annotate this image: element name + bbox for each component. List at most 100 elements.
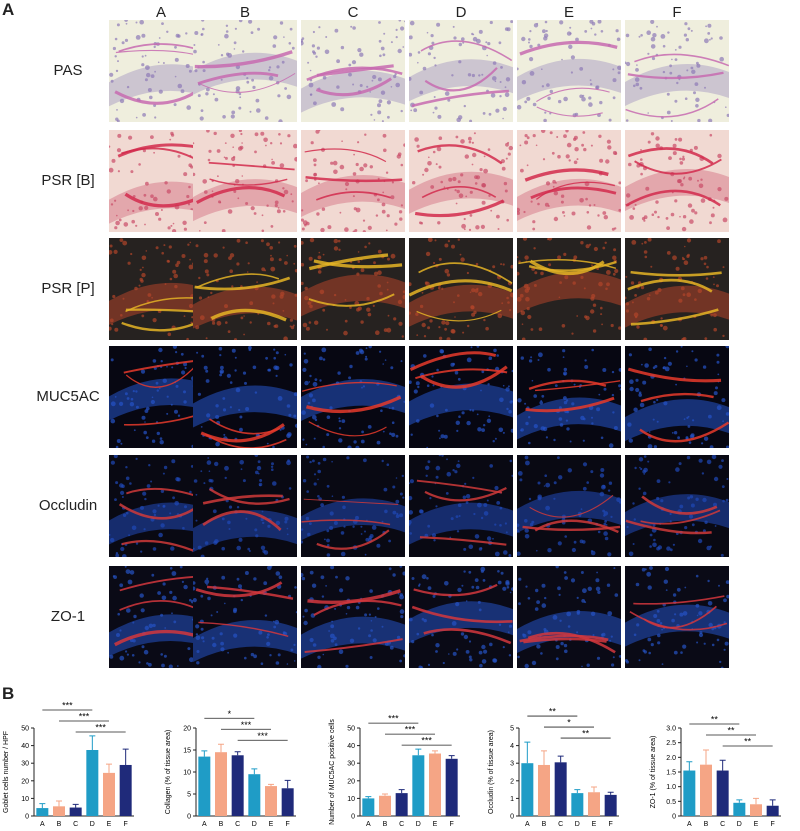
bar-a [362,798,375,816]
x-tick-label-a: A [687,821,692,828]
micrograph-0-e [517,20,621,122]
y-tick-label: 2.5 [666,740,676,747]
y-tick-label: 5 [187,792,191,799]
y-tick-label: 0 [510,814,514,821]
bar-e [265,786,277,816]
y-axis-label: Goblet cells number / HPF [3,731,10,813]
x-tick-label-f: F [771,821,775,828]
x-tick-label-b: B [219,821,224,828]
y-tick-label: 10 [183,770,191,777]
y-axis-label: Collagen (% of tissue area) [165,730,172,814]
bar-c [231,755,244,816]
bar-b [538,764,550,816]
error-bar-a [365,796,372,799]
micrograph-0-f [625,20,729,122]
bar-chart-1: Collagen (% of tissue area) 0 5 10 15 20 A B C D E… [162,708,310,828]
micrograph-3-e [517,346,621,448]
micrograph-4-e [517,455,621,557]
error-bar-e [432,750,438,754]
y-tick-label: 5 [510,726,514,733]
panel-label-b: B [2,684,15,703]
y-axis-label: ZO-1 (% of tissue area) [650,736,657,809]
error-bar-e [591,786,597,793]
y-tick-label: 10 [347,796,355,803]
bar-a [683,770,696,816]
x-tick-label-d: D [416,821,421,828]
x-tick-label-f: F [124,821,128,828]
row-label-2: PSR [P] [41,280,95,297]
bar-d [412,755,425,816]
y-tick-label: 2.0 [666,755,676,762]
micrograph-1-b [193,130,297,232]
x-tick-label-c: C [235,821,240,828]
y-axis-label: Number of MUC5AC positive cells [329,719,336,825]
row-label-0: PAS [53,62,83,79]
bar-d [571,793,584,816]
x-tick-label-c: C [558,821,563,828]
bar-e [588,792,600,816]
micrograph-2-c [301,238,405,340]
x-tick-label-a: A [366,821,371,828]
error-bar-c [398,789,405,794]
significance-label: *** [257,731,268,741]
micrograph-5-d [409,566,513,668]
column-label-d: D [455,4,467,21]
y-tick-label: 20 [183,726,191,733]
significance-label: * [228,709,232,719]
micrograph-4-f [625,455,729,557]
bar-chart-3: Occludin (% of tissue area) 0 1 2 3 4 5 A B C D E F *… [485,707,633,828]
x-tick-label-e: E [592,821,597,828]
x-tick-label-f: F [450,821,454,828]
x-tick-label-a: A [202,821,207,828]
row-label-5: ZO-1 [50,608,86,625]
bar-b [215,752,227,816]
y-tick-label: 0 [672,814,676,821]
micrograph-2-f [625,238,729,340]
micrograph-4-d [409,455,513,557]
x-tick-label-a: A [525,821,530,828]
bar-f [766,805,779,816]
y-tick-label: 1.0 [666,784,676,791]
bar-f [445,758,458,816]
micrograph-0-b [193,20,297,122]
y-tick-label: 2 [510,778,514,785]
error-bar-d [736,799,743,803]
error-bar-b [382,793,388,796]
error-bar-c [557,755,564,763]
y-tick-label: 30 [21,761,29,768]
x-tick-label-f: F [286,821,290,828]
x-tick-label-c: C [399,821,404,828]
y-tick-label: 1 [510,796,514,803]
x-tick-label-f: F [609,821,613,828]
significance-label: * [567,718,571,728]
error-bar-f [607,791,614,795]
y-tick-label: 0.5 [666,799,676,806]
micrograph-1-d [409,130,513,232]
y-tick-label: 40 [347,743,355,750]
x-tick-label-e: E [107,821,112,828]
error-bar-e [753,797,759,805]
error-bar-e [268,783,274,787]
bar-b [53,806,65,816]
error-bar-a [686,761,693,771]
x-tick-label-b: B [383,821,388,828]
y-tick-label: 30 [347,761,355,768]
micrograph-0-c [301,20,405,122]
column-label-f: F [672,4,682,21]
error-bar-f [769,799,776,806]
significance-label: *** [62,701,73,711]
bar-chart-2: Number of MUC5AC positive cells 0 10 20 30 40… [326,708,474,828]
bar-a [36,808,49,816]
row-label-4: Occludin [38,497,98,514]
micrograph-2-e [517,238,621,340]
error-bar-f [122,748,129,765]
micrograph-1-e [517,130,621,232]
significance-label: *** [79,712,90,722]
y-tick-label: 50 [21,726,29,733]
x-tick-label-a: A [40,821,45,828]
error-bar-d [251,768,258,775]
y-tick-label: 10 [21,796,29,803]
y-tick-label: 4 [510,743,514,750]
y-tick-label: 0 [351,814,355,821]
y-tick-label: 3 [510,761,514,768]
